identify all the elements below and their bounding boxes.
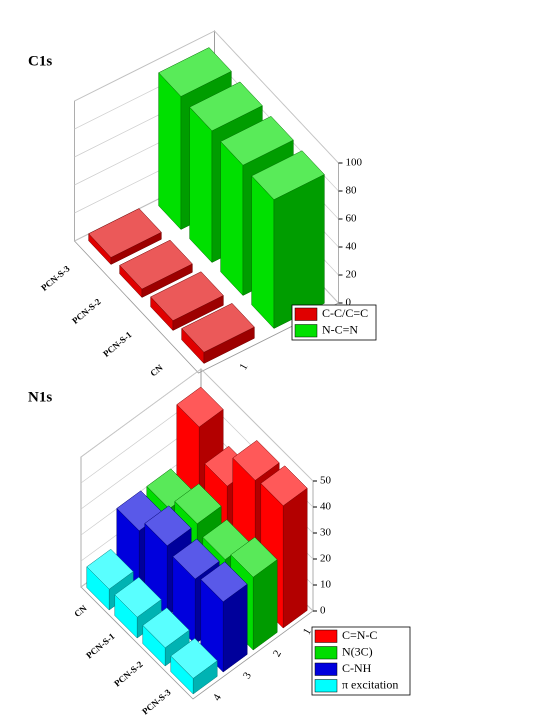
legend-label: C-NH (342, 661, 372, 675)
bar-front (189, 106, 213, 264)
category-label: PCN-S-3 (39, 263, 72, 293)
bar (251, 150, 325, 330)
depth-tick-label: 2 (271, 648, 284, 659)
depth-tick-label: 4 (211, 692, 224, 703)
depth-tick-label: 1 (237, 361, 250, 372)
chart-title: N1s (28, 389, 52, 405)
category-label: PCN-S-3 (140, 687, 173, 717)
bar (150, 271, 224, 332)
chart: 020406080100PCN-S-3PCN-S-2PCN-S-1CN12C1s… (28, 29, 377, 378)
z-tick-label: 20 (346, 269, 358, 281)
bar (88, 208, 162, 266)
bar-top (232, 440, 280, 481)
bar-top (150, 271, 224, 321)
bar-side (282, 487, 308, 629)
bar-top (114, 576, 162, 618)
z-tick-label: 10 (320, 579, 332, 591)
legend-label: C=N-C (342, 628, 377, 642)
legend-swatch (294, 307, 318, 321)
bar (142, 607, 190, 667)
bar-top (189, 81, 263, 132)
legend-label: C-C/C=C (322, 306, 368, 320)
category-label: PCN-S-2 (112, 659, 145, 689)
legend-label: π excitation (342, 678, 398, 692)
bar-top (176, 386, 224, 428)
category-label: CN (148, 362, 165, 378)
bar-top (119, 239, 193, 290)
depth-tick-label: 1 (301, 626, 314, 637)
legend-label: N-C=N (322, 323, 358, 337)
z-tick-label: 0 (346, 297, 352, 309)
depth-tick-label: 3 (241, 670, 254, 681)
z-tick-label: 0 (320, 605, 326, 617)
bar-top (230, 536, 278, 578)
category-label: PCN-S-2 (70, 296, 103, 326)
legend-swatch (314, 646, 338, 660)
z-tick-label: 40 (320, 501, 332, 513)
bar-top (251, 150, 325, 200)
bar-top (260, 465, 308, 507)
bar-front (158, 72, 182, 231)
bar-top (174, 483, 222, 525)
z-tick-label: 60 (346, 213, 358, 225)
grid-line (74, 30, 339, 164)
category-label: CN (72, 603, 89, 619)
bar-top (181, 303, 255, 353)
z-tick-label: 30 (320, 527, 332, 539)
bar (119, 239, 193, 299)
legend-label: N(3C) (342, 645, 373, 659)
z-tick-label: 80 (346, 185, 358, 197)
legend-swatch (294, 324, 318, 338)
z-tick-label: 100 (346, 157, 363, 169)
z-tick-label: 20 (320, 553, 332, 565)
grid-line (80, 368, 314, 482)
bar (170, 638, 218, 695)
chart-title: C1s (28, 53, 52, 69)
bar-top (220, 116, 294, 166)
bar-top (142, 607, 190, 649)
bar-front (251, 175, 275, 330)
z-tick-label: 40 (346, 241, 358, 253)
bar-top (172, 538, 220, 580)
category-label: PCN-S-1 (84, 631, 117, 661)
bar-top (170, 638, 218, 679)
bar (200, 561, 248, 673)
bar-top (158, 47, 232, 97)
bar-top (88, 208, 162, 258)
bar (181, 303, 255, 365)
bar-front (220, 140, 244, 297)
bar-top (144, 505, 192, 547)
legend-swatch (314, 679, 338, 693)
legend-swatch (314, 662, 338, 676)
bar-top (86, 548, 134, 590)
category-label: PCN-S-1 (101, 329, 134, 359)
z-tick-label: 50 (320, 475, 332, 487)
bar-top (200, 561, 248, 603)
legend-swatch (314, 629, 338, 643)
